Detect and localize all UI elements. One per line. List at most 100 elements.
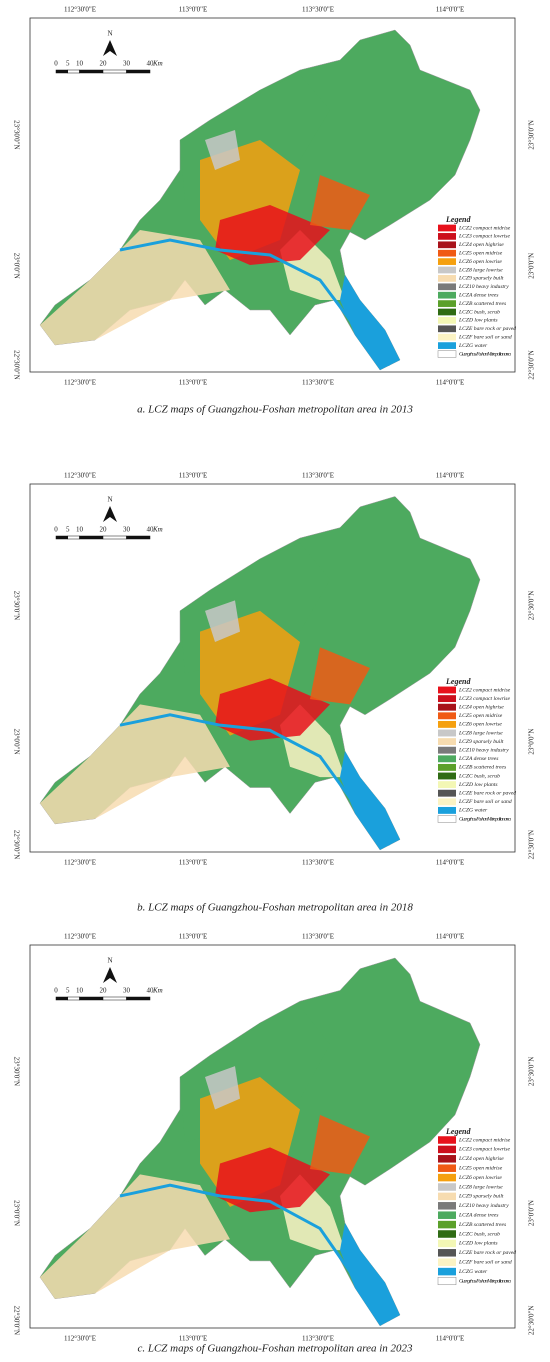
legend-swatch (438, 1145, 456, 1154)
legend-swatch (438, 317, 456, 324)
land-cover-zone (310, 175, 370, 230)
legend-label: LCZ10 heavy industry (458, 1203, 509, 1209)
legend-swatch (438, 763, 456, 771)
longitude-label: 113°30'0"E (302, 1335, 334, 1343)
estuary (340, 1223, 400, 1326)
legend-swatch (438, 300, 456, 307)
legend-label: LCZA dense trees (458, 756, 498, 762)
legend-label: LCZ10 heavy industry (458, 747, 509, 753)
scale-label: 20 (100, 987, 108, 995)
legend-swatch (438, 308, 456, 316)
scale-segment (55, 535, 68, 540)
longitude-label: 112°30'0"E (64, 1335, 96, 1343)
legend-swatch (438, 275, 456, 282)
longitude-label: 114°0'0"E (436, 6, 464, 14)
longitude-label: 112°30'0"E (64, 933, 96, 941)
land-cover-zone (215, 678, 330, 741)
scale-label: 30 (123, 526, 131, 534)
legend-label: LCZE bare rock or paved (458, 790, 516, 796)
map-panel: 112°30'0"E 112°30'0"E 113°0'0"E 113°0'0"E 11… (12, 6, 535, 416)
map-panel: 112°30'0"E 112°30'0"E 113°0'0"E 113°0'0"E 11… (12, 472, 535, 914)
longitude-label: 113°0'0"E (179, 379, 207, 387)
scale-unit: Km (152, 987, 163, 995)
latitude-label: 23°0'0"N (528, 1200, 536, 1226)
land-cover-zone (205, 600, 240, 643)
longitude-label: 113°30'0"E (302, 472, 334, 480)
scale-segment (126, 535, 151, 540)
scale-label: 0 (54, 987, 58, 995)
scale-label: 20 (100, 60, 108, 68)
latitude-label: 23°30'0"N (528, 591, 536, 620)
land-cover-zone (215, 1147, 330, 1213)
legend-label: LCZ5 open midrise (458, 1165, 503, 1171)
estuary (340, 275, 400, 370)
legend-swatch (438, 1220, 456, 1229)
scale-segment (67, 996, 80, 1001)
latitude-label: 23°30'0"N (12, 120, 20, 149)
legend-label: LCZ6 open lowrise (458, 722, 502, 728)
longitude-label: 113°0'0"E (179, 859, 207, 867)
north-label: N (107, 957, 112, 965)
scale-segment (67, 535, 80, 540)
legend-swatch (438, 781, 456, 789)
latitude-label: 23°0'0"N (528, 729, 536, 755)
legend-label: LCZD low plants (458, 318, 498, 324)
legend-swatch (438, 729, 456, 737)
land-cover-zone (215, 205, 330, 265)
legend-swatch (438, 1249, 456, 1257)
legend-swatch (437, 815, 457, 823)
legend-label: LCZG water (458, 343, 488, 349)
north-arrow (103, 967, 117, 983)
scale-segment (79, 535, 104, 540)
legend-swatch (438, 266, 456, 274)
legend-label: LCZ4 open highrise (458, 242, 504, 248)
legend-swatch (438, 789, 456, 797)
legend-swatch (438, 1202, 456, 1210)
legend-swatch (438, 798, 456, 806)
scale-label: 10 (76, 987, 84, 995)
scale-segment (55, 69, 68, 74)
scale-segment (102, 996, 127, 1001)
legend-label: LCZF bare soil or sand (458, 1259, 512, 1265)
land-cover-zone (310, 1114, 370, 1175)
legend-label: LCZB scattered trees (458, 1222, 506, 1228)
legend-swatch (438, 746, 456, 754)
legend-title: Legend (445, 677, 471, 686)
legend-label: LCZ9 sparsely built (458, 739, 504, 745)
north-arrow (103, 40, 117, 56)
map-panel: 112°30'0"E 112°30'0"E 113°0'0"E 113°0'0"E 11… (12, 933, 535, 1355)
legend-swatch (438, 333, 456, 341)
legend-label: LCZ8 large lowrise (458, 267, 503, 273)
caption: c. LCZ maps of Guangzhou-Foshan metropol… (137, 1343, 413, 1355)
legend-label: LCZA dense trees (458, 292, 498, 298)
scale-segment (79, 69, 104, 74)
land-cover-zone (40, 1174, 230, 1299)
legend-swatch (438, 703, 456, 711)
legend-swatch (438, 720, 456, 728)
longitude-label: 114°0'0"E (436, 472, 464, 480)
legend-swatch (438, 325, 456, 333)
latitude-label: 22°30'0"N (12, 830, 20, 859)
longitude-label: 114°0'0"E (436, 379, 464, 387)
legend-title: Legend (445, 1127, 471, 1136)
legend-label: LCZ8 large lowrise (458, 1184, 503, 1190)
scale-segment (55, 996, 68, 1001)
scale-label: 5 (66, 60, 70, 68)
latitude-label: 23°30'0"N (528, 120, 536, 149)
legend-label: LCZ2 compact midrise (458, 225, 511, 231)
scale-label: 20 (100, 526, 108, 534)
legend-label: LCZ9 sparsely built (458, 276, 504, 282)
legend-swatch (438, 1230, 456, 1238)
scale-segment (79, 996, 104, 1001)
longitude-label: 114°0'0"E (436, 1335, 464, 1343)
scale-label: 0 (54, 60, 58, 68)
scale-label: 10 (76, 526, 84, 534)
latitude-label: 22°30'0"N (12, 350, 20, 379)
longitude-label: 114°0'0"E (436, 859, 464, 867)
legend-swatch (438, 772, 456, 780)
scale-unit: Km (152, 60, 163, 68)
land-cover-zone (310, 647, 370, 705)
latitude-label: 23°30'0"N (528, 1057, 536, 1086)
legend-swatch (438, 233, 456, 240)
